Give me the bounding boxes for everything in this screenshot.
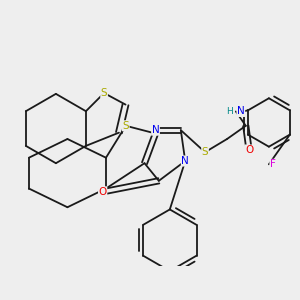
Text: N: N [152, 125, 159, 135]
Text: S: S [101, 88, 107, 98]
Text: N: N [182, 156, 189, 166]
Text: O: O [245, 145, 253, 155]
Text: O: O [98, 187, 107, 197]
Text: S: S [202, 147, 208, 157]
Text: S: S [122, 121, 129, 131]
Text: F: F [270, 159, 276, 169]
Text: H: H [226, 107, 233, 116]
Text: N: N [237, 106, 245, 116]
